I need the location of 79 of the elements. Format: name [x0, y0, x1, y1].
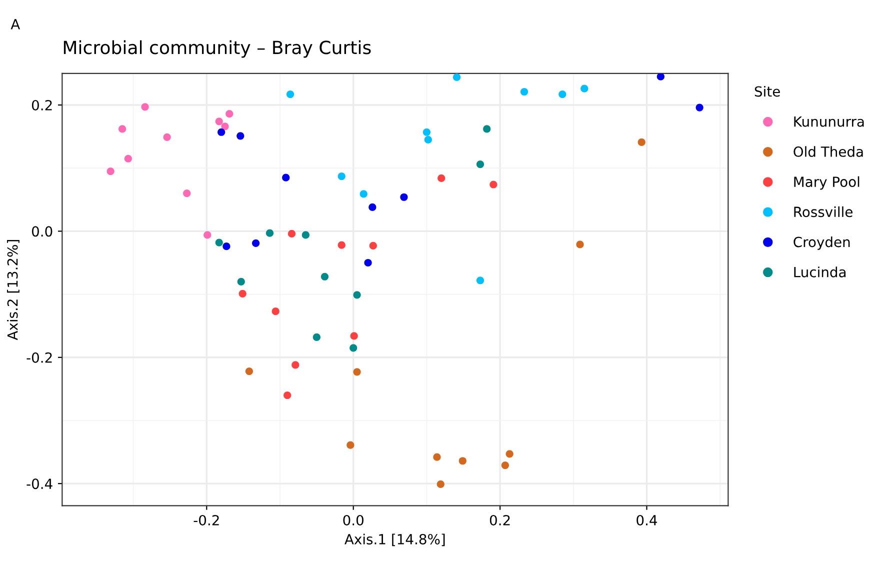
x-tick-label: 0.4: [636, 514, 658, 526]
point: [476, 160, 484, 168]
point: [350, 344, 358, 352]
point: [338, 172, 346, 180]
point: [292, 361, 300, 369]
point: [221, 122, 229, 130]
text: A: [10, 19, 20, 30]
point: [360, 190, 368, 198]
point: [163, 133, 171, 141]
legend-label: Lucinda: [794, 266, 846, 278]
point: [424, 136, 432, 144]
legend-title: Site: [754, 86, 780, 97]
chart-title: Microbial community – Bray Curtis: [64, 40, 371, 58]
point: [215, 118, 223, 126]
point: [284, 391, 292, 400]
point: [520, 88, 528, 96]
point: [506, 450, 514, 458]
point: [338, 241, 346, 249]
point: [400, 193, 408, 201]
point: [696, 104, 704, 112]
legend-label: Mary Pool: [794, 176, 860, 190]
point: [364, 258, 372, 267]
point: [501, 461, 509, 470]
point: [183, 190, 191, 198]
point: [558, 90, 566, 98]
point: [490, 180, 498, 188]
y-tick-label: 0.2: [32, 100, 52, 110]
point: [483, 125, 491, 133]
point: [282, 174, 290, 182]
point: [312, 333, 320, 342]
point: [458, 457, 466, 465]
legend-label: Old Theda: [794, 146, 863, 157]
legend-label: Croyden: [794, 236, 850, 250]
point: [302, 231, 310, 239]
point: [656, 73, 664, 80]
point: [369, 242, 377, 250]
point: [350, 332, 358, 340]
x-tick-label: 0.0: [343, 514, 364, 526]
point: [215, 238, 223, 246]
point: [288, 230, 296, 238]
legend-label: Rossville: [794, 206, 852, 218]
y-tick-label: 0.0: [32, 226, 52, 237]
point: [226, 110, 234, 118]
y-tick-label: -0.2: [26, 352, 52, 363]
x-tick-label: -0.2: [194, 514, 219, 526]
point: [252, 239, 260, 247]
point: [353, 368, 361, 376]
point: [218, 128, 226, 136]
point: [118, 125, 126, 133]
point: [272, 308, 280, 316]
point: [476, 276, 484, 284]
point: [433, 453, 441, 461]
point: [438, 174, 446, 182]
point: [576, 240, 584, 248]
point: [422, 128, 431, 136]
legend-label: Kununurra: [794, 116, 864, 127]
point: [368, 203, 376, 212]
y-axis-title: Axis.2 [13.2%]: [7, 240, 20, 340]
point: [222, 242, 230, 250]
y-tick-label: -0.4: [26, 478, 52, 490]
point: [236, 132, 244, 140]
point: [238, 290, 246, 298]
point: [245, 367, 253, 376]
point: [452, 73, 461, 82]
point: [353, 291, 361, 299]
point: [436, 480, 444, 488]
point: [638, 138, 646, 146]
x-axis-title: Axis.1 [14.8%]: [344, 534, 445, 546]
x-tick-label: 0.2: [490, 514, 510, 526]
point: [106, 167, 114, 176]
point: [580, 84, 588, 92]
point: [286, 90, 294, 98]
point: [266, 229, 274, 237]
point: [204, 231, 212, 239]
point: [346, 441, 354, 449]
point: [124, 154, 132, 162]
point: [141, 103, 149, 111]
point: [237, 278, 245, 286]
point: [320, 272, 329, 280]
